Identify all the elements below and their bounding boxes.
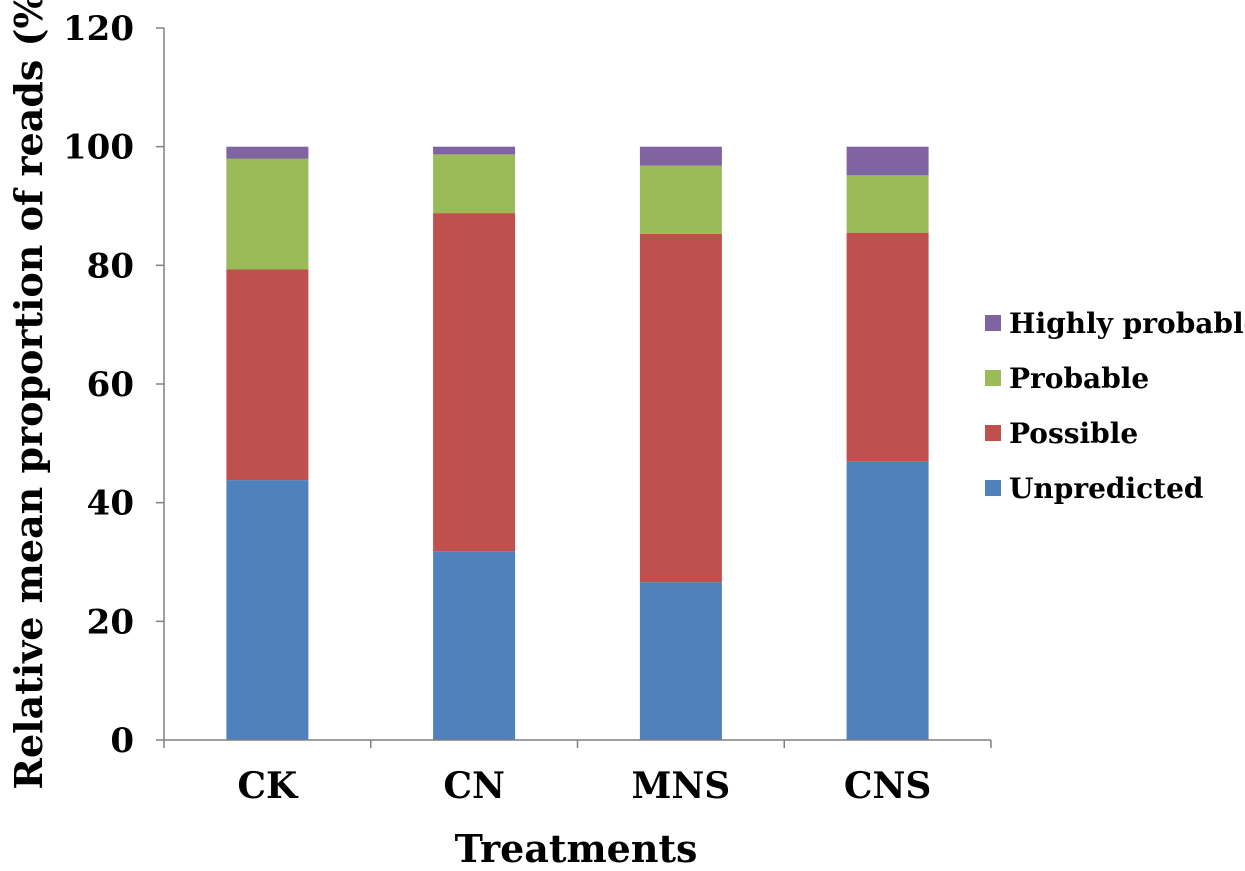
x-tick-label: CNS xyxy=(844,765,932,807)
y-tick-label: 0 xyxy=(110,721,134,761)
legend-label-probable: Probable xyxy=(1009,362,1149,395)
y-tick-label: 80 xyxy=(87,246,134,286)
y-ticks-group: 0 20 40 60 80 100 120 xyxy=(63,9,164,761)
legend-label-highly-probable: Highly probable xyxy=(1009,307,1245,340)
x-axis-title: Treatments xyxy=(455,826,698,871)
y-tick-label: 40 xyxy=(87,484,134,524)
bar-segment-mns-possible xyxy=(639,233,722,583)
bar-segment-cn-possible xyxy=(433,213,516,552)
legend-swatch-possible xyxy=(985,425,1001,441)
bar-segment-cns-probable xyxy=(846,175,929,233)
legend-label-unpredicted: Unpredicted xyxy=(1009,472,1204,505)
y-tick-label: 100 xyxy=(63,128,134,168)
legend: Highly probable Probable Possible Unpredict… xyxy=(985,307,1245,505)
bar-segment-cn-probable xyxy=(433,154,516,214)
bar-segment-ck-unpredicted xyxy=(226,480,309,740)
bar-segment-mns-probable xyxy=(639,165,722,234)
x-tick-label: CK xyxy=(237,765,299,807)
bar-segment-mns-highly-probable xyxy=(639,146,722,166)
legend-swatch-probable xyxy=(985,370,1001,386)
y-tick-label: 60 xyxy=(87,365,134,405)
legend-swatch-highly-probable xyxy=(985,315,1001,331)
bar-segment-cns-possible xyxy=(846,232,929,462)
bar-segment-mns-unpredicted xyxy=(639,582,722,740)
bars-group xyxy=(226,146,929,740)
y-axis-title: Relative mean proportion of reads (%) xyxy=(6,0,51,790)
bar-segment-ck-highly-probable xyxy=(226,146,309,159)
bar-segment-ck-probable xyxy=(226,158,309,270)
bar-segment-cns-unpredicted xyxy=(846,461,929,740)
bar-segment-cn-unpredicted xyxy=(433,551,516,740)
y-tick-label: 120 xyxy=(63,9,134,49)
y-tick-label: 20 xyxy=(87,602,134,642)
bar-segment-ck-possible xyxy=(226,269,309,481)
x-tick-label: CN xyxy=(443,765,505,807)
legend-label-possible: Possible xyxy=(1009,417,1138,450)
legend-swatch-unpredicted xyxy=(985,480,1001,496)
bar-segment-cns-highly-probable xyxy=(846,146,929,176)
x-categories-group: CK CN MNS CNS xyxy=(237,765,931,807)
x-tick-label: MNS xyxy=(631,765,730,807)
bar-segment-cn-highly-probable xyxy=(433,146,516,155)
